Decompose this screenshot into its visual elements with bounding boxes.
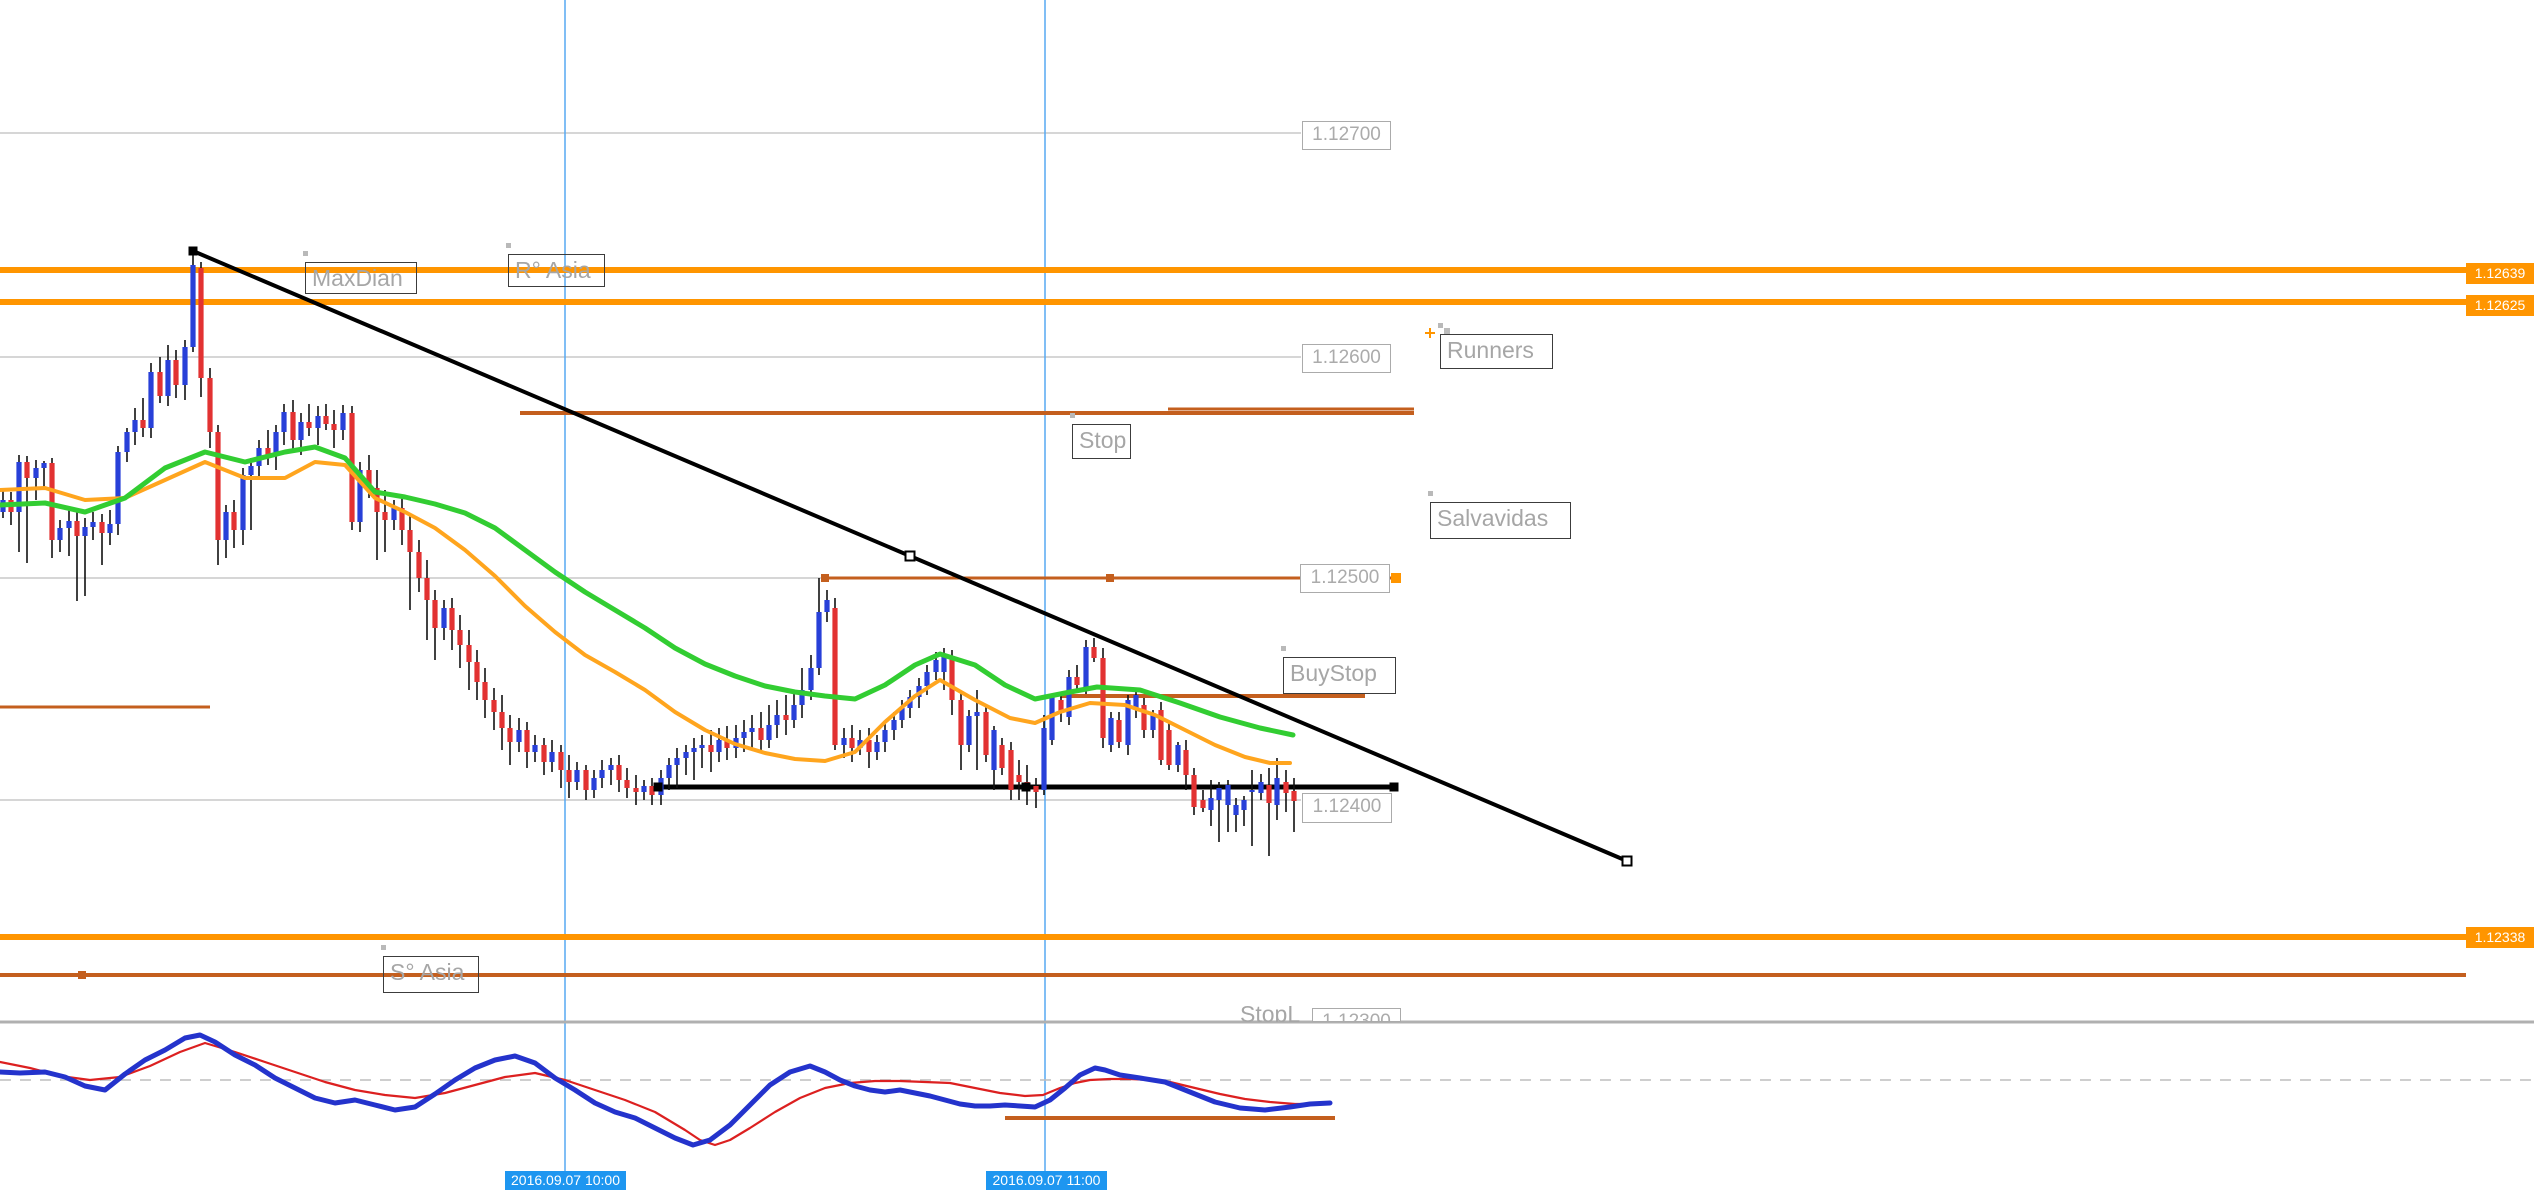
chart-label-maxdian[interactable]: MaxDian	[305, 262, 417, 294]
price-level-box-112400: 1.12400	[1302, 793, 1392, 823]
chart-label-r-asia[interactable]: R° Asia	[508, 254, 605, 287]
chart-label-stopl-clipped[interactable]: StopL	[1240, 1001, 1301, 1022]
candles-layer	[0, 251, 1297, 856]
chart-label-runners[interactable]: Runners	[1440, 334, 1553, 369]
chart-label-buystop[interactable]: BuyStop	[1283, 657, 1396, 694]
chart-label-s-asia[interactable]: S° Asia	[383, 956, 479, 993]
label-anchor-handle	[1428, 491, 1433, 496]
label-anchor-handle	[1438, 323, 1443, 328]
horizontal-levels-layer	[0, 267, 2466, 977]
price-tag-112338: 1.12338	[2466, 927, 2534, 948]
vertical-lines-layer	[564, 0, 1046, 1171]
label-anchor-handle	[506, 243, 511, 248]
moving-averages-layer	[0, 444, 1296, 765]
object-handles-layer	[78, 246, 1633, 979]
price-tag-112625: 1.12625	[2466, 295, 2534, 316]
price-tag-112639: 1.12639	[2466, 263, 2534, 284]
indicator-subwindow-layer	[0, 1020, 2534, 1148]
price-level-box-112600: 1.12600	[1302, 344, 1391, 373]
label-anchor-handle	[1281, 646, 1286, 651]
price-level-box-112300: 1.12300	[1312, 1008, 1401, 1022]
time-tag: 2016.09.07 10:00	[505, 1171, 626, 1190]
chart-label-salvavidas[interactable]: Salvavidas	[1430, 502, 1571, 539]
time-tag: 2016.09.07 11:00	[986, 1171, 1107, 1190]
label-anchor-handle	[1070, 413, 1075, 418]
price-level-box-112700: 1.12700	[1302, 121, 1391, 150]
gridlines-layer	[0, 132, 1301, 801]
label-anchor-handle	[381, 945, 386, 950]
price-level-box-112500: 1.12500	[1300, 564, 1390, 593]
label-anchor-handle	[303, 251, 308, 256]
chart-label-stop[interactable]: Stop	[1072, 424, 1131, 459]
